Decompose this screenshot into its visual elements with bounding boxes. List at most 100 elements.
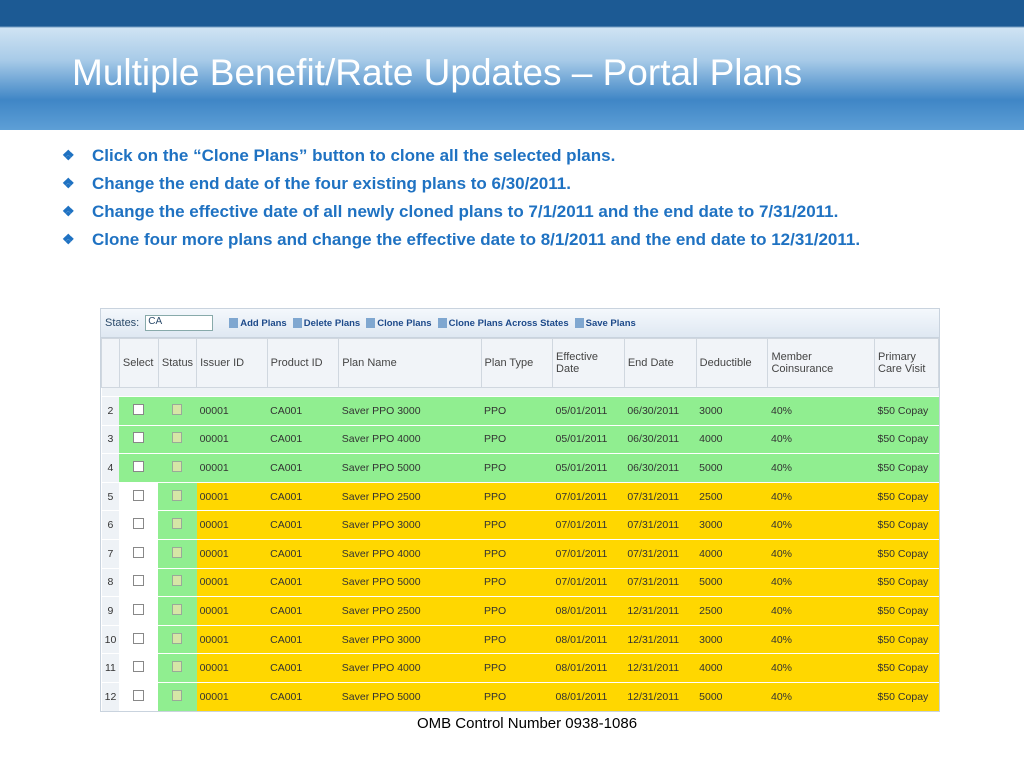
row-number: 8 (101, 568, 120, 598)
checkbox[interactable] (133, 603, 145, 615)
table-cell: 00001 (196, 596, 268, 626)
table-cell: 12/31/2011 (624, 653, 697, 683)
table-cell: 00001 (196, 625, 268, 655)
column-header: Select (118, 338, 159, 388)
table-cell: 05/01/2011 (552, 425, 625, 455)
table-row: 12 00001 CA001 Saver PPO 5000 PPO 08/01/2011 1… (101, 682, 939, 711)
bullet: Change the end date of the four existing… (62, 172, 952, 195)
checkbox[interactable] (133, 432, 145, 444)
select-cell (119, 682, 159, 711)
bullet: Clone four more plans and change the eff… (62, 228, 952, 251)
table-cell: CA001 (267, 482, 339, 512)
table-cell: PPO (481, 653, 553, 683)
table-cell: CA001 (267, 596, 339, 626)
table-cell: 07/01/2011 (552, 568, 625, 598)
table-cell: PPO (481, 482, 553, 512)
table-cell: $50 Copay (874, 539, 939, 569)
status-icon (172, 689, 183, 701)
state-select[interactable]: CA (145, 315, 214, 331)
select-cell (119, 568, 159, 598)
status-icon (172, 460, 183, 472)
status-cell (158, 596, 197, 626)
checkbox[interactable] (133, 403, 145, 415)
table-cell: 00001 (196, 425, 268, 455)
checkbox[interactable] (133, 632, 145, 644)
table-cell: 40% (767, 539, 875, 569)
checkbox[interactable] (133, 689, 145, 701)
table-cell: Saver PPO 2500 (338, 596, 482, 626)
table-cell: $50 Copay (874, 625, 939, 655)
table-cell: Saver PPO 4000 (338, 539, 482, 569)
table-cell: Saver PPO 4000 (338, 425, 482, 455)
checkbox[interactable] (133, 575, 145, 587)
status-cell (158, 682, 197, 711)
table-cell: 3000 (696, 510, 768, 540)
table-cell: Saver PPO 2500 (338, 482, 482, 512)
select-cell (119, 453, 159, 483)
status-cell (158, 625, 197, 655)
toolbar-button[interactable]: Add Plans (229, 318, 286, 329)
table-cell: 40% (767, 596, 875, 626)
toolbar-button[interactable]: Delete Plans (293, 318, 361, 329)
toolbar-button[interactable]: Save Plans (575, 318, 636, 329)
select-cell (119, 625, 159, 655)
table-cell: PPO (481, 396, 553, 426)
column-header: Plan Type (480, 338, 554, 388)
table-cell: 00001 (196, 510, 268, 540)
footer: OMB Control Number 0938-1086 (416, 715, 638, 732)
select-cell (119, 482, 159, 512)
checkbox[interactable] (133, 546, 145, 558)
row-number: 2 (101, 396, 120, 426)
row-number: 12 (101, 682, 120, 711)
table-cell: $50 Copay (874, 453, 939, 483)
states-label: States: (105, 317, 140, 329)
table-cell: Saver PPO 3000 (338, 510, 482, 540)
column-header: Deductible (695, 338, 769, 388)
status-cell (158, 653, 197, 683)
table-cell: 40% (767, 510, 875, 540)
header-band (0, 0, 1024, 130)
column-header: Product ID (266, 338, 340, 388)
bullet: Change the effective date of all newly c… (62, 200, 952, 223)
table-cell: PPO (481, 510, 553, 540)
table-cell: $50 Copay (874, 396, 939, 426)
checkbox[interactable] (133, 460, 145, 472)
table-cell: 2500 (696, 482, 768, 512)
table-cell: 5000 (696, 453, 768, 483)
row-number: 4 (101, 453, 120, 483)
table-cell: CA001 (267, 539, 339, 569)
table-cell: Saver PPO 4000 (338, 653, 482, 683)
table-cell: 4000 (696, 539, 768, 569)
select-cell (119, 425, 159, 455)
table-cell: CA001 (267, 453, 339, 483)
table-cell: Saver PPO 3000 (338, 396, 482, 426)
status-icon (172, 603, 183, 615)
status-cell (158, 539, 197, 569)
table-cell: 2500 (696, 596, 768, 626)
table-cell: PPO (481, 596, 553, 626)
table-cell: 07/31/2011 (624, 510, 697, 540)
checkbox[interactable] (133, 489, 145, 501)
table-cell: 12/31/2011 (624, 625, 697, 655)
table-cell: 12/31/2011 (624, 596, 697, 626)
checkbox[interactable] (133, 518, 145, 530)
table-cell: 40% (767, 482, 875, 512)
row-number: 6 (101, 510, 120, 540)
table-cell: 40% (767, 453, 875, 483)
table-cell: 40% (767, 568, 875, 598)
table-cell: 06/30/2011 (624, 453, 697, 483)
toolbar-button[interactable]: Clone Plans (366, 318, 431, 329)
table-cell: 40% (767, 653, 875, 683)
checkbox[interactable] (133, 661, 145, 673)
table-cell: 00001 (196, 682, 268, 711)
table-cell: CA001 (267, 625, 339, 655)
table-cell: $50 Copay (874, 568, 939, 598)
table-cell: 08/01/2011 (552, 596, 625, 626)
table-cell: PPO (481, 539, 553, 569)
status-icon (172, 403, 183, 415)
row-number: 10 (101, 625, 120, 655)
toolbar-button[interactable]: Clone Plans Across States (438, 318, 569, 329)
table-cell: 07/31/2011 (624, 568, 697, 598)
table-cell: $50 Copay (874, 596, 939, 626)
table-cell: 00001 (196, 482, 268, 512)
